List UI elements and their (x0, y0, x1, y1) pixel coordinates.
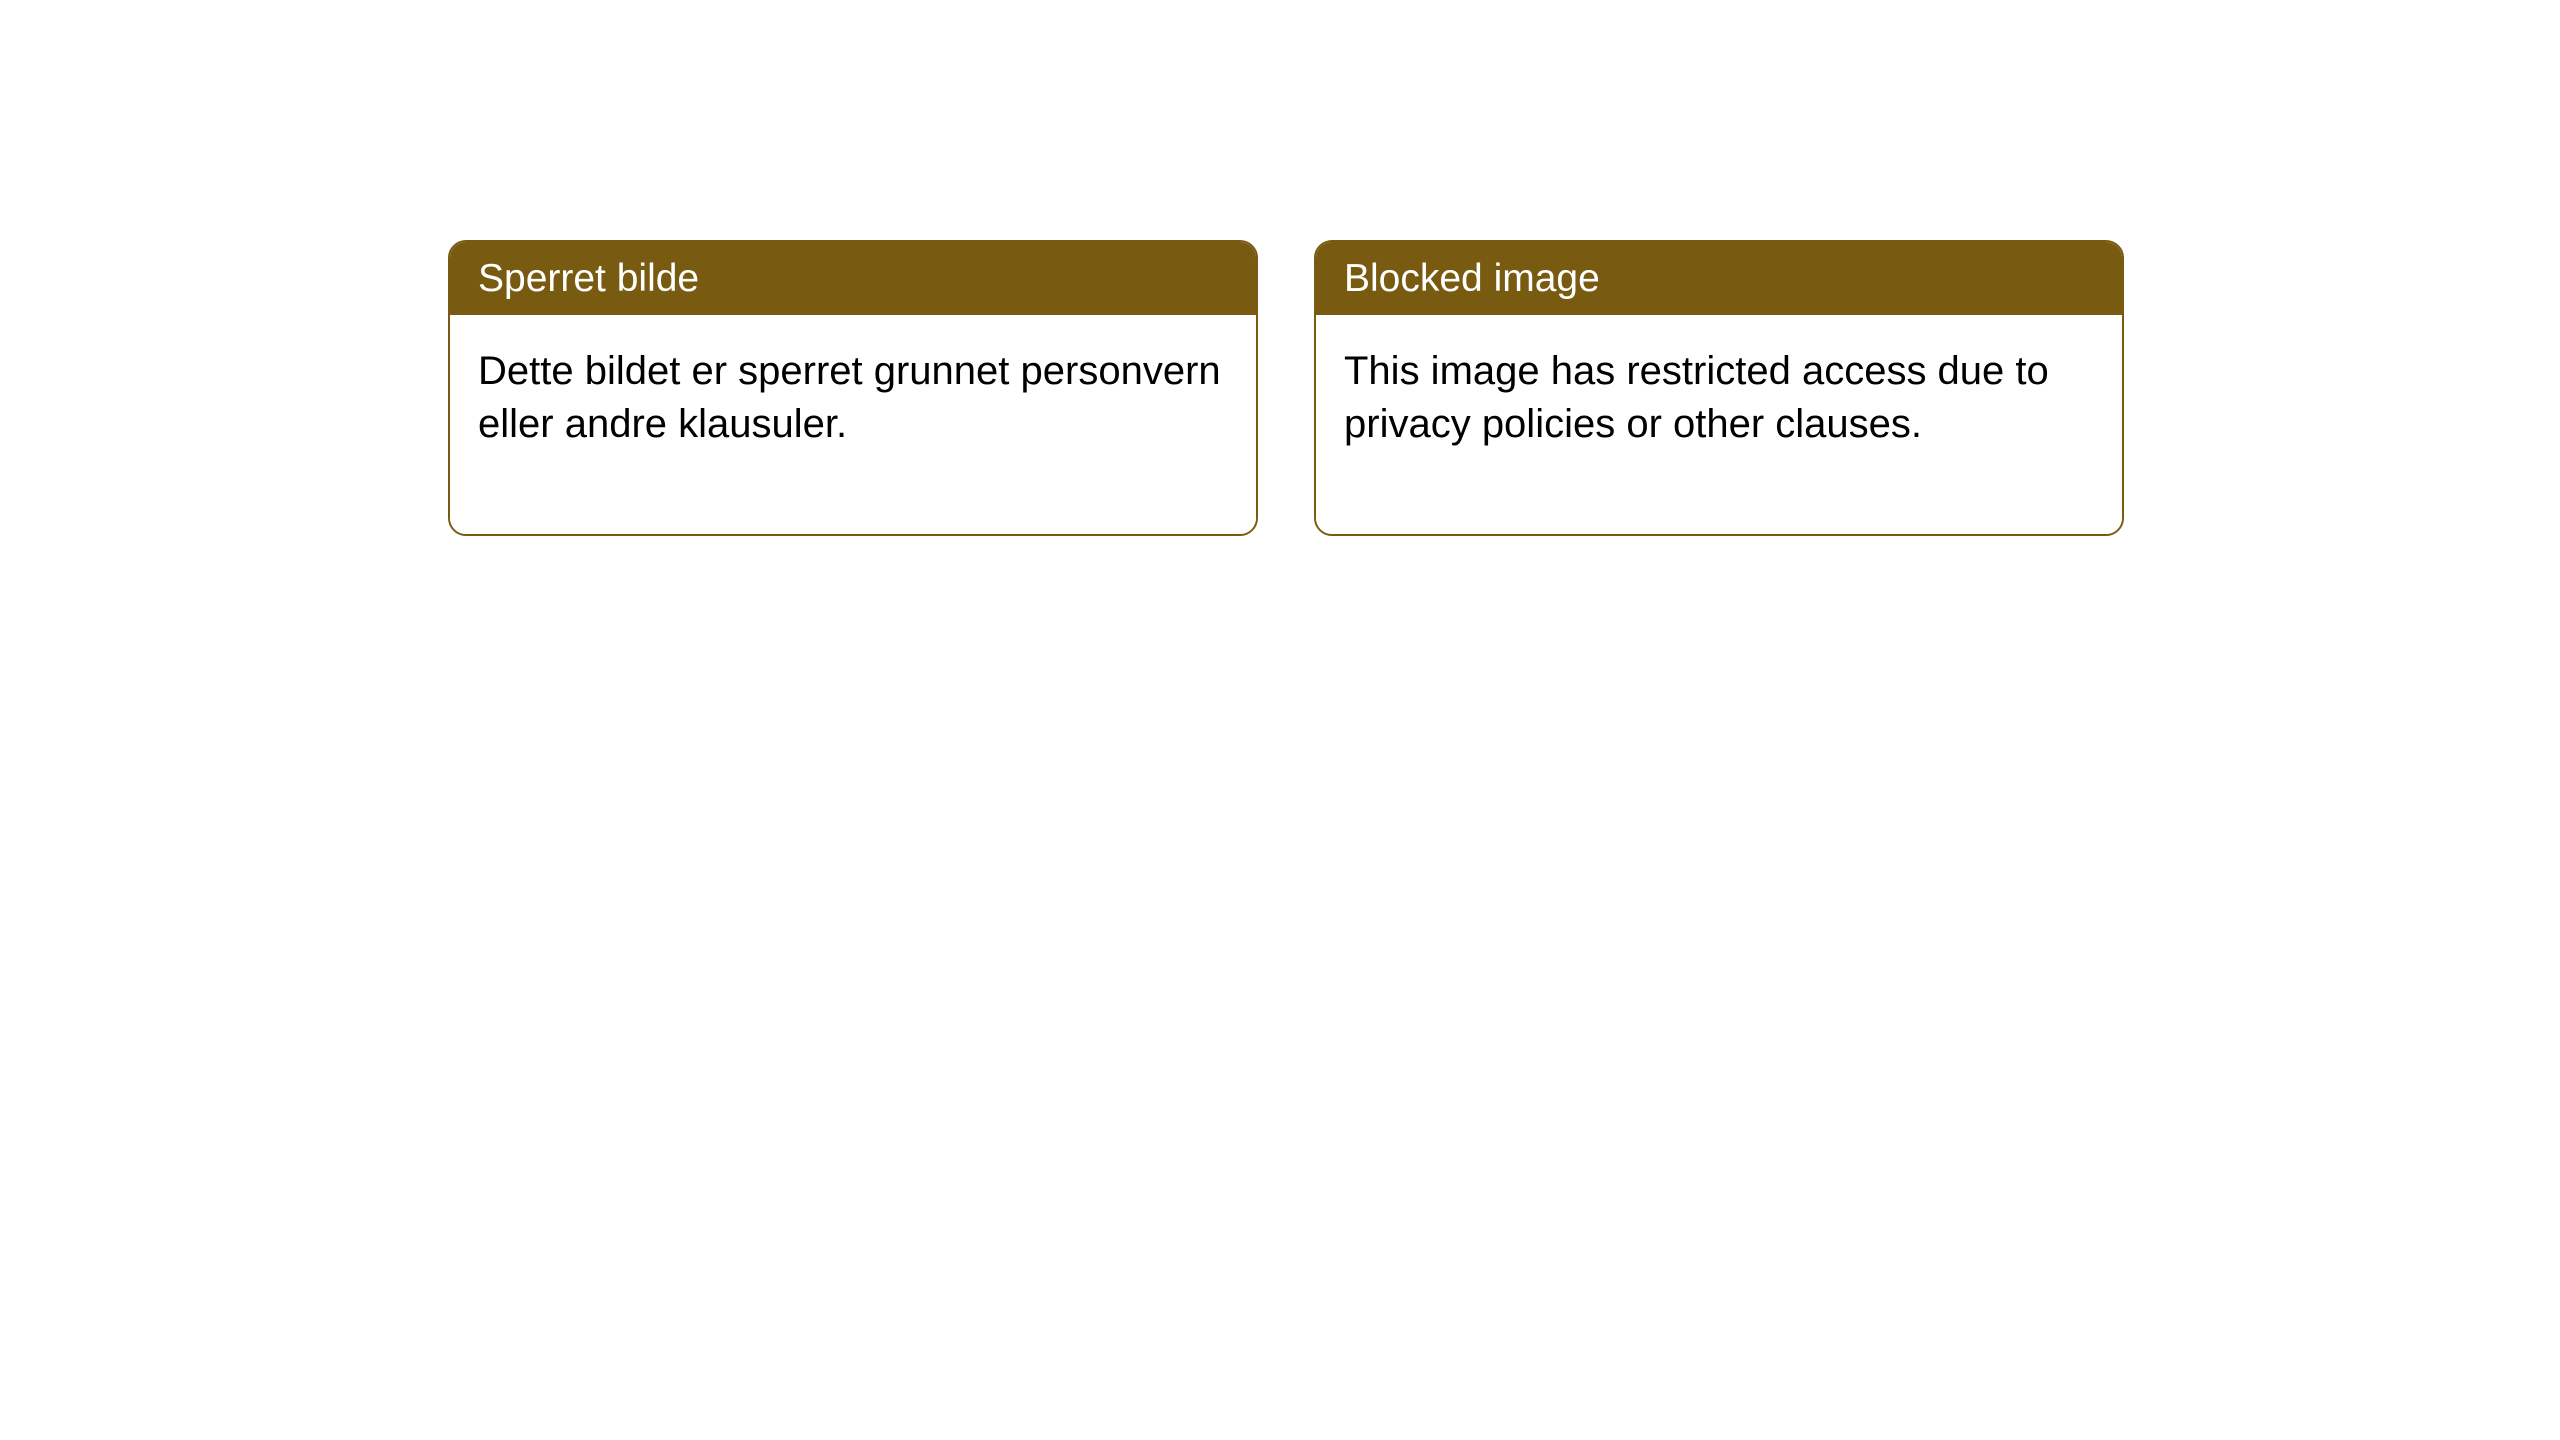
notice-cards-container: Sperret bilde Dette bildet er sperret gr… (448, 240, 2124, 536)
notice-card-body: This image has restricted access due to … (1316, 315, 2122, 535)
notice-card-body-text: This image has restricted access due to … (1344, 349, 2049, 446)
notice-card-header: Blocked image (1316, 242, 2122, 315)
notice-card-no: Sperret bilde Dette bildet er sperret gr… (448, 240, 1258, 536)
notice-card-header-text: Blocked image (1344, 257, 1600, 300)
notice-card-header-text: Sperret bilde (478, 257, 699, 300)
notice-card-body: Dette bildet er sperret grunnet personve… (450, 315, 1256, 535)
notice-card-header: Sperret bilde (450, 242, 1256, 315)
notice-card-body-text: Dette bildet er sperret grunnet personve… (478, 349, 1221, 446)
notice-card-en: Blocked image This image has restricted … (1314, 240, 2124, 536)
